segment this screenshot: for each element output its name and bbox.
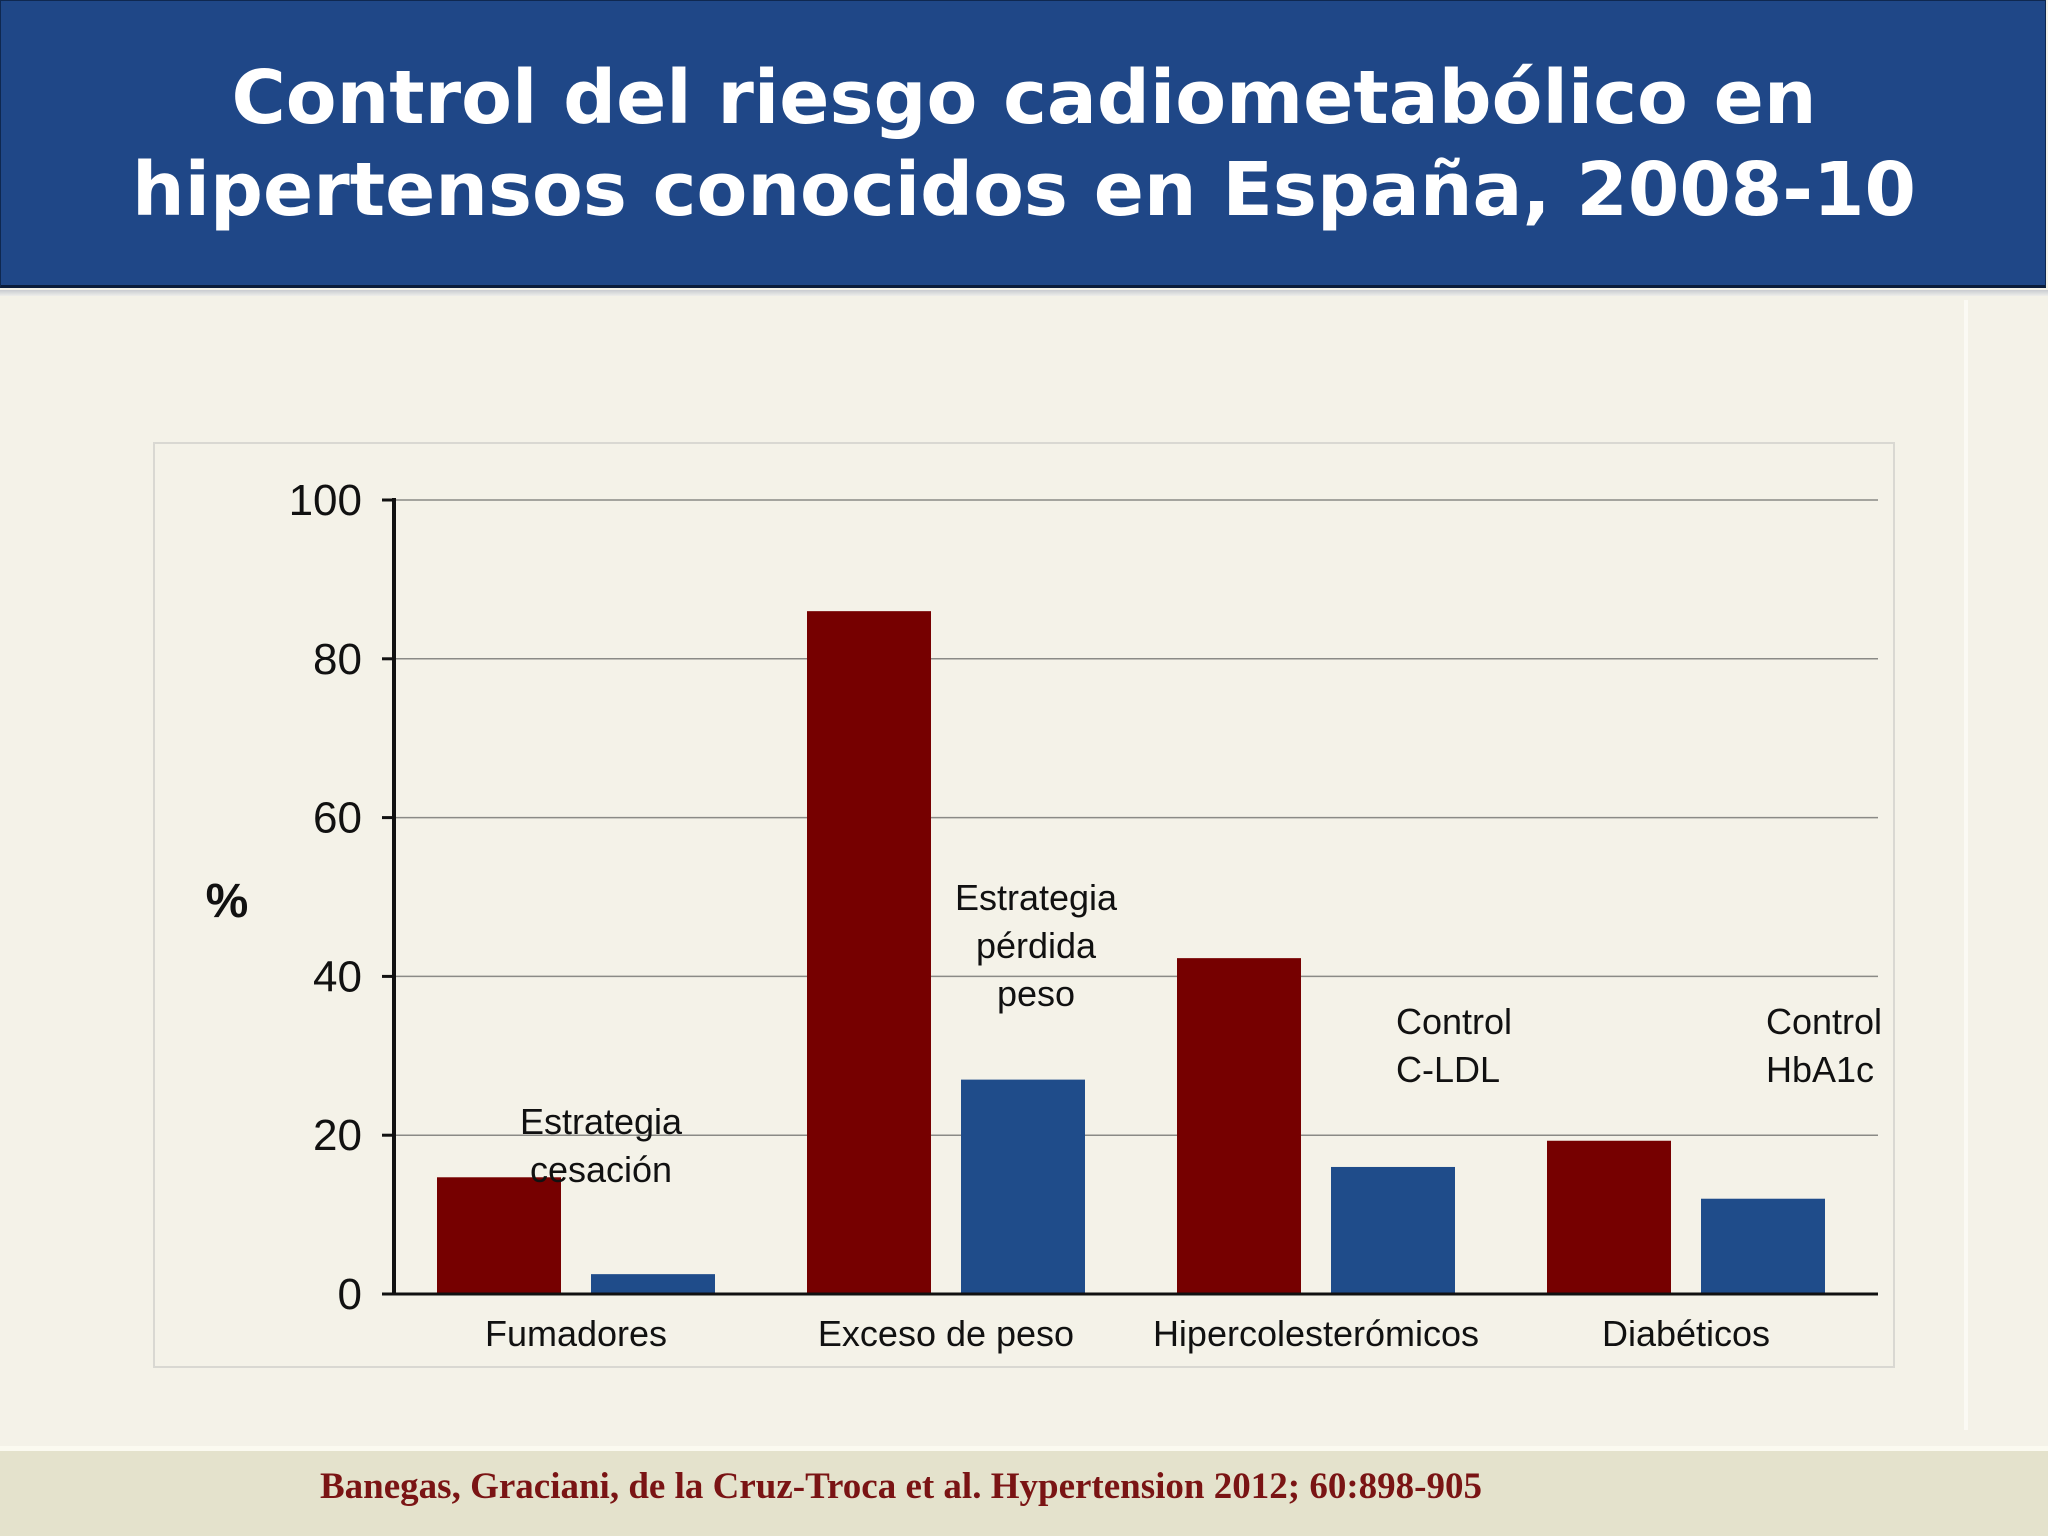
annotation-line: Estrategia xyxy=(955,877,1118,918)
side-divider xyxy=(1964,300,1968,1430)
annotation-line: peso xyxy=(997,973,1075,1014)
x-tick-label: Diabéticos xyxy=(1602,1313,1770,1354)
annotation: Estrategia cesación xyxy=(520,1101,683,1190)
slide-footer xyxy=(0,1446,2048,1536)
slide-title: Control del riesgo cadiometabólico en hi… xyxy=(0,52,2048,236)
slide-title-line-1: Control del riesgo cadiometabólico en xyxy=(231,55,1817,141)
bar-chart: 0 20 40 60 80 100% Fumadores Exceso de peso Hipe… xyxy=(206,476,1882,1354)
bar xyxy=(1177,958,1301,1294)
bar xyxy=(961,1079,1085,1294)
x-tick-label: Exceso de peso xyxy=(818,1313,1074,1354)
annotation-line: Control xyxy=(1766,1001,1882,1042)
y-tick-label: 20 xyxy=(313,1111,362,1160)
slide-title-line-2: hipertensos conocidos en España, 2008-10 xyxy=(132,147,1916,233)
annotation-line: cesación xyxy=(530,1149,672,1190)
bar xyxy=(437,1177,561,1294)
chart-frame: 0 20 40 60 80 100% Fumadores Exceso de peso Hipe… xyxy=(153,442,1895,1368)
bar xyxy=(591,1274,715,1294)
bar xyxy=(1701,1198,1825,1294)
x-tick-label: Fumadores xyxy=(485,1313,667,1354)
y-axis-label: % xyxy=(206,875,249,928)
bar xyxy=(1331,1166,1455,1294)
y-tick-label: 0 xyxy=(338,1270,362,1319)
y-tick-label: 60 xyxy=(313,794,362,843)
annotation-line: pérdida xyxy=(976,925,1097,966)
annotation: Control C-LDL xyxy=(1396,1001,1512,1090)
x-tick-label: Hipercolesterómicos xyxy=(1153,1313,1479,1354)
bar xyxy=(1547,1140,1671,1294)
y-tick-label: 100 xyxy=(289,476,362,525)
citation: Banegas, Graciani, de la Cruz-Troca et a… xyxy=(320,1466,1482,1507)
annotation-line: HbA1c xyxy=(1766,1049,1874,1090)
annotation-line: C-LDL xyxy=(1396,1049,1500,1090)
annotation: Control HbA1c xyxy=(1766,1001,1882,1090)
y-tick-label: 40 xyxy=(313,952,362,1001)
header-divider xyxy=(0,290,2048,296)
slide-header xyxy=(0,0,2046,288)
annotation-line: Control xyxy=(1396,1001,1512,1042)
bar xyxy=(807,611,931,1294)
y-tick-label: 80 xyxy=(313,635,362,684)
annotation-line: Estrategia xyxy=(520,1101,683,1142)
annotation: Estrategia pérdida peso xyxy=(955,877,1118,1014)
